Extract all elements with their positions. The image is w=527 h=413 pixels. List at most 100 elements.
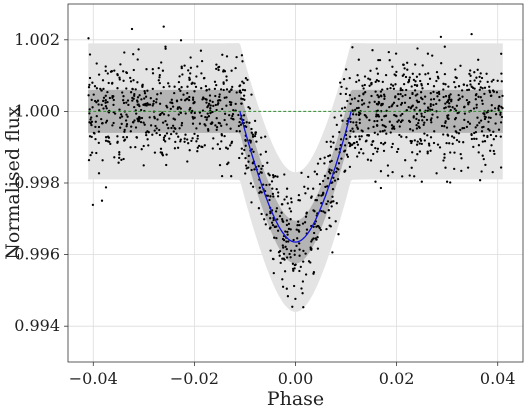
data-point [147, 144, 150, 147]
data-point [447, 117, 450, 120]
data-point [312, 271, 316, 274]
data-point [456, 111, 459, 115]
data-point [443, 45, 446, 48]
data-point [300, 171, 303, 175]
data-point [415, 84, 419, 87]
data-point [433, 130, 436, 133]
data-point [119, 126, 122, 129]
data-point [142, 121, 145, 124]
data-point [143, 97, 146, 100]
data-point [449, 151, 452, 154]
data-point [118, 108, 121, 111]
data-point [369, 69, 372, 72]
data-point [136, 103, 139, 106]
data-point [359, 147, 363, 151]
data-point [213, 80, 217, 83]
data-point [247, 105, 250, 109]
data-point [312, 225, 315, 228]
data-point [474, 126, 477, 129]
data-point [467, 88, 471, 91]
data-point [239, 123, 243, 126]
data-point [294, 297, 297, 301]
data-point [315, 199, 319, 202]
data-point [492, 149, 495, 153]
data-point [394, 96, 397, 99]
data-point [483, 86, 487, 89]
data-point [168, 85, 171, 88]
data-point [415, 117, 418, 121]
data-point [421, 64, 424, 67]
data-point [397, 147, 400, 151]
data-point [243, 148, 246, 152]
data-point [289, 256, 292, 259]
data-point [111, 94, 114, 98]
data-point [328, 168, 331, 171]
data-point [395, 70, 398, 74]
data-point [500, 72, 503, 75]
data-point [196, 65, 199, 68]
data-point [289, 228, 292, 231]
data-point [164, 140, 167, 143]
data-point [106, 100, 109, 104]
data-point [195, 127, 198, 130]
data-point [274, 174, 277, 178]
data-point [411, 91, 414, 95]
data-point [218, 163, 222, 167]
data-point [253, 134, 257, 138]
data-point [496, 79, 499, 82]
data-point [415, 106, 418, 109]
data-point [161, 111, 164, 114]
data-point [122, 135, 125, 139]
data-point [139, 108, 143, 112]
data-point [116, 140, 119, 143]
data-point [159, 147, 163, 150]
data-point [337, 168, 340, 171]
data-point [355, 124, 358, 127]
data-point [397, 92, 400, 96]
data-point [410, 85, 413, 88]
data-point [348, 165, 352, 169]
data-point [389, 131, 392, 134]
data-point [405, 136, 408, 139]
data-point [251, 135, 255, 138]
data-point [104, 105, 108, 108]
data-point [124, 119, 128, 122]
data-point [379, 141, 383, 145]
data-point [178, 75, 181, 78]
data-point [356, 143, 360, 146]
data-point [134, 88, 137, 91]
data-point [432, 90, 435, 94]
data-point [358, 121, 361, 125]
data-point [423, 95, 427, 98]
data-point [88, 53, 92, 56]
data-point [373, 119, 376, 123]
data-point [119, 63, 122, 66]
data-point [391, 84, 395, 87]
data-point [169, 132, 173, 136]
data-point [95, 151, 98, 155]
data-point [196, 137, 199, 140]
data-point [215, 83, 218, 87]
data-point [328, 154, 332, 157]
data-point [125, 101, 128, 104]
data-point [183, 137, 186, 140]
data-point [286, 202, 289, 205]
data-point [289, 210, 293, 213]
data-point [170, 98, 173, 101]
data-point [432, 85, 436, 88]
data-point [269, 195, 272, 198]
data-point [306, 187, 310, 190]
data-point [486, 80, 489, 84]
data-point [225, 96, 228, 99]
data-point [372, 125, 375, 129]
data-point [328, 216, 331, 220]
data-point [165, 123, 169, 126]
data-point [196, 150, 199, 153]
data-point [142, 103, 145, 106]
data-point [142, 164, 145, 167]
data-point [390, 105, 393, 108]
data-point [429, 92, 432, 95]
data-point [246, 78, 249, 82]
data-point [108, 140, 111, 144]
data-point [443, 125, 446, 128]
